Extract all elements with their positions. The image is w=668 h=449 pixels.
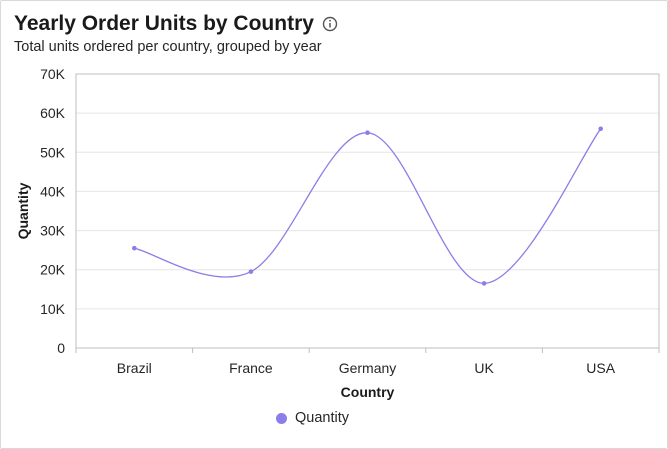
grid-lines	[76, 73, 659, 349]
x-axis-title: Country	[341, 384, 395, 400]
plot-area-frame	[75, 73, 660, 349]
data-point-uk	[481, 281, 487, 286]
x-tick-label: USA	[586, 360, 615, 376]
legend[interactable]: Quantity	[276, 410, 349, 426]
y-tick-label: 20K	[40, 262, 66, 278]
x-axis-tick-labels: Brazil France Germany UK USA	[117, 360, 616, 376]
title-row: Yearly Order Units by Country	[14, 12, 338, 36]
chart-subtitle: Total units ordered per country, grouped…	[14, 39, 322, 55]
y-tick-label: 70K	[40, 66, 66, 82]
data-point-france	[248, 269, 254, 274]
x-tick-label: France	[229, 360, 273, 376]
data-points	[132, 126, 603, 286]
info-circle-icon[interactable]	[322, 16, 338, 32]
data-point-germany	[365, 130, 370, 136]
data-point-usa	[598, 126, 603, 132]
y-tick-label: 40K	[40, 183, 66, 199]
legend-label-quantity: Quantity	[295, 410, 349, 426]
legend-swatch-quantity	[276, 412, 287, 424]
data-point-brazil	[132, 245, 137, 251]
x-tick-label: Germany	[339, 360, 397, 376]
chart-title: Yearly Order Units by Country	[14, 12, 314, 35]
x-tick-label: UK	[474, 360, 494, 376]
x-axis-ticks	[75, 348, 660, 353]
y-tick-label: 0	[57, 340, 65, 356]
series-line-quantity	[134, 128, 602, 285]
y-axis-tick-labels: 0 10K 20K 30K 40K 50K 60K 70K	[40, 66, 66, 356]
y-tick-label: 50K	[40, 144, 66, 160]
y-tick-label: 60K	[40, 105, 66, 121]
y-tick-label: 10K	[40, 301, 66, 317]
x-tick-label: Brazil	[117, 360, 152, 376]
y-axis-title: Quantity	[15, 182, 31, 239]
y-tick-label: 30K	[40, 223, 66, 239]
